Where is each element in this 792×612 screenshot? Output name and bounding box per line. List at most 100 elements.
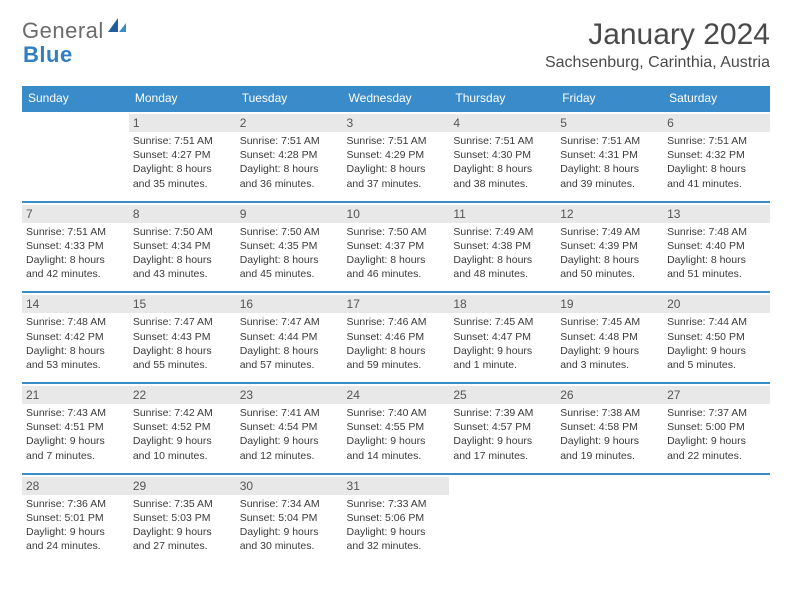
sunset-text: Sunset: 4:27 PM: [133, 148, 232, 162]
daylight-text: and 27 minutes.: [133, 539, 232, 553]
sunset-text: Sunset: 4:32 PM: [667, 148, 766, 162]
day-details: Sunrise: 7:40 AMSunset: 4:55 PMDaylight:…: [347, 406, 446, 463]
daylight-text: Daylight: 8 hours: [240, 162, 339, 176]
day-number: 2: [236, 114, 343, 132]
calendar-cell: 15Sunrise: 7:47 AMSunset: 4:43 PMDayligh…: [129, 292, 236, 383]
calendar-row: 14Sunrise: 7:48 AMSunset: 4:42 PMDayligh…: [22, 292, 770, 383]
day-number: 6: [663, 114, 770, 132]
calendar-cell: 30 Sunrise: 7:34 AMSunset: 5:04 PMDayligh…: [236, 474, 343, 564]
day-details: Sunrise: 7:41 AMSunset: 4:54 PMDaylight:…: [240, 406, 339, 463]
day-number: 21: [22, 386, 129, 404]
daylight-text: Daylight: 8 hours: [667, 162, 766, 176]
day-number: 7: [22, 205, 129, 223]
calendar-cell: 14Sunrise: 7:48 AMSunset: 4:42 PMDayligh…: [22, 292, 129, 383]
day-number: 13: [663, 205, 770, 223]
calendar-cell: 9 Sunrise: 7:50 AMSunset: 4:35 PMDaylight…: [236, 202, 343, 293]
daylight-text: Daylight: 9 hours: [667, 344, 766, 358]
day-number: 14: [22, 295, 129, 313]
calendar-cell: 31Sunrise: 7:33 AMSunset: 5:06 PMDayligh…: [343, 474, 450, 564]
daylight-text: and 32 minutes.: [347, 539, 446, 553]
sunrise-text: Sunrise: 7:49 AM: [560, 225, 659, 239]
day-details: Sunrise: 7:50 AMSunset: 4:35 PMDaylight:…: [240, 225, 339, 282]
daylight-text: and 3 minutes.: [560, 358, 659, 372]
daylight-text: Daylight: 8 hours: [560, 162, 659, 176]
daylight-text: and 38 minutes.: [453, 177, 552, 191]
day-details: Sunrise: 7:38 AMSunset: 4:58 PMDaylight:…: [560, 406, 659, 463]
calendar-cell: 23 Sunrise: 7:41 AMSunset: 4:54 PMDayligh…: [236, 383, 343, 474]
daylight-text: Daylight: 9 hours: [453, 344, 552, 358]
sunset-text: Sunset: 5:06 PM: [347, 511, 446, 525]
daylight-text: and 17 minutes.: [453, 449, 552, 463]
day-details: Sunrise: 7:44 AMSunset: 4:50 PMDaylight:…: [667, 315, 766, 372]
day-number: 30: [236, 477, 343, 495]
sunrise-text: Sunrise: 7:44 AM: [667, 315, 766, 329]
daylight-text: Daylight: 8 hours: [133, 253, 232, 267]
sunset-text: Sunset: 4:47 PM: [453, 330, 552, 344]
calendar-cell: 3Sunrise: 7:51 AMSunset: 4:29 PMDaylight…: [343, 111, 450, 202]
day-number: 23: [236, 386, 343, 404]
brand-part2-wrap: Blue: [23, 42, 73, 68]
daylight-text: Daylight: 9 hours: [133, 525, 232, 539]
calendar-cell: [663, 474, 770, 564]
sunrise-text: Sunrise: 7:47 AM: [133, 315, 232, 329]
daylight-text: and 39 minutes.: [560, 177, 659, 191]
calendar-row: 1Sunrise: 7:51 AMSunset: 4:27 PMDaylight…: [22, 111, 770, 202]
daylight-text: and 1 minute.: [453, 358, 552, 372]
day-details: Sunrise: 7:36 AMSunset: 5:01 PMDaylight:…: [26, 497, 125, 554]
daylight-text: Daylight: 8 hours: [347, 344, 446, 358]
day-details: Sunrise: 7:43 AMSunset: 4:51 PMDaylight:…: [26, 406, 125, 463]
calendar-cell: 11Sunrise: 7:49 AMSunset: 4:38 PMDayligh…: [449, 202, 556, 293]
calendar-cell: 24 Sunrise: 7:40 AMSunset: 4:55 PMDayligh…: [343, 383, 450, 474]
calendar-cell: 25Sunrise: 7:39 AMSunset: 4:57 PMDayligh…: [449, 383, 556, 474]
day-number: 15: [129, 295, 236, 313]
day-details: Sunrise: 7:51 AMSunset: 4:27 PMDaylight:…: [133, 134, 232, 191]
daylight-text: Daylight: 9 hours: [347, 434, 446, 448]
daylight-text: and 59 minutes.: [347, 358, 446, 372]
sunset-text: Sunset: 5:00 PM: [667, 420, 766, 434]
sunrise-text: Sunrise: 7:47 AM: [240, 315, 339, 329]
calendar-cell: 8Sunrise: 7:50 AMSunset: 4:34 PMDaylight…: [129, 202, 236, 293]
sunrise-text: Sunrise: 7:51 AM: [560, 134, 659, 148]
calendar-cell: 10Sunrise: 7:50 AMSunset: 4:37 PMDayligh…: [343, 202, 450, 293]
daylight-text: and 57 minutes.: [240, 358, 339, 372]
weekday-header: Saturday: [663, 86, 770, 111]
daylight-text: Daylight: 8 hours: [347, 162, 446, 176]
day-number: 24: [343, 386, 450, 404]
header: General January 2024 Sachsenburg, Carint…: [22, 18, 770, 72]
sunset-text: Sunset: 4:57 PM: [453, 420, 552, 434]
sunrise-text: Sunrise: 7:42 AM: [133, 406, 232, 420]
daylight-text: and 37 minutes.: [347, 177, 446, 191]
day-number: 16: [236, 295, 343, 313]
daylight-text: Daylight: 9 hours: [26, 434, 125, 448]
daylight-text: Daylight: 8 hours: [240, 253, 339, 267]
daylight-text: Daylight: 9 hours: [133, 434, 232, 448]
sunset-text: Sunset: 4:35 PM: [240, 239, 339, 253]
daylight-text: Daylight: 8 hours: [453, 162, 552, 176]
calendar-cell: 21 Sunrise: 7:43 AMSunset: 4:51 PMDayligh…: [22, 383, 129, 474]
sunrise-text: Sunrise: 7:41 AM: [240, 406, 339, 420]
day-number: 10: [343, 205, 450, 223]
sunset-text: Sunset: 4:31 PM: [560, 148, 659, 162]
sunrise-text: Sunrise: 7:33 AM: [347, 497, 446, 511]
sunset-text: Sunset: 4:34 PM: [133, 239, 232, 253]
day-details: Sunrise: 7:34 AMSunset: 5:04 PMDaylight:…: [240, 497, 339, 554]
brand-part1: General: [22, 18, 104, 44]
daylight-text: and 12 minutes.: [240, 449, 339, 463]
sunrise-text: Sunrise: 7:48 AM: [26, 315, 125, 329]
day-number: 8: [129, 205, 236, 223]
day-number: 9: [236, 205, 343, 223]
daylight-text: and 7 minutes.: [26, 449, 125, 463]
calendar-cell: 6Sunrise: 7:51 AMSunset: 4:32 PMDaylight…: [663, 111, 770, 202]
sunset-text: Sunset: 4:37 PM: [347, 239, 446, 253]
day-details: Sunrise: 7:46 AMSunset: 4:46 PMDaylight:…: [347, 315, 446, 372]
daylight-text: Daylight: 8 hours: [133, 344, 232, 358]
day-number: 22: [129, 386, 236, 404]
daylight-text: Daylight: 9 hours: [240, 434, 339, 448]
daylight-text: and 19 minutes.: [560, 449, 659, 463]
daylight-text: Daylight: 9 hours: [453, 434, 552, 448]
sunrise-text: Sunrise: 7:49 AM: [453, 225, 552, 239]
day-details: Sunrise: 7:39 AMSunset: 4:57 PMDaylight:…: [453, 406, 552, 463]
daylight-text: Daylight: 9 hours: [560, 434, 659, 448]
calendar-cell: 16Sunrise: 7:47 AMSunset: 4:44 PMDayligh…: [236, 292, 343, 383]
calendar-cell: 26Sunrise: 7:38 AMSunset: 4:58 PMDayligh…: [556, 383, 663, 474]
